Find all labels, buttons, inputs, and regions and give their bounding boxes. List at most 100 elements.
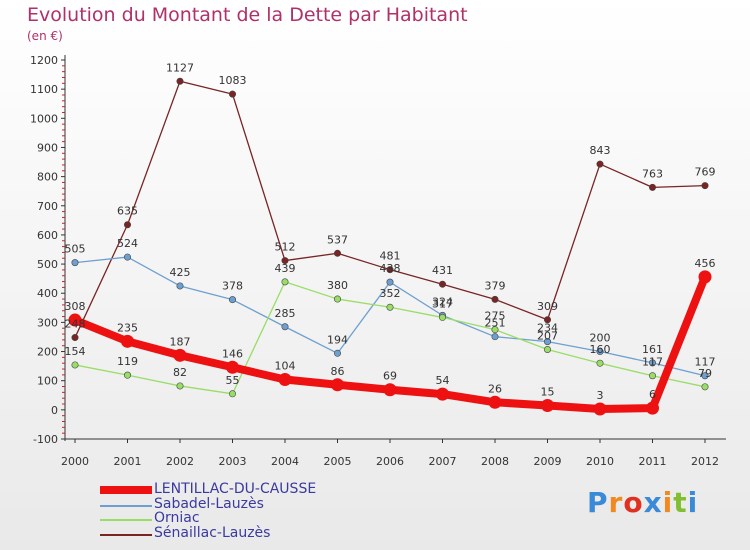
data-point [701, 182, 709, 190]
data-point [281, 323, 289, 331]
data-label: 309 [537, 300, 558, 313]
data-label: 69 [383, 370, 397, 383]
data-point [648, 183, 656, 191]
line-chart: -100 0 100 200 300 400 500 600 700 800 900 1000 1100… [30, 54, 726, 468]
data-point [593, 402, 607, 416]
data-point [386, 303, 394, 311]
data-point [176, 282, 184, 290]
data-point [438, 280, 446, 288]
data-label: 505 [65, 243, 86, 256]
data-label: 154 [65, 345, 86, 358]
data-point [229, 390, 237, 398]
data-point [543, 338, 551, 346]
data-point [281, 257, 289, 265]
data-label: 55 [226, 374, 240, 387]
legend-swatch [100, 486, 152, 494]
data-point [71, 334, 79, 342]
data-point [698, 270, 712, 284]
data-point [226, 360, 239, 374]
data-point [124, 253, 132, 261]
chart-title: Evolution du Montant de la Dette par Hab… [27, 4, 468, 26]
y-tick-label: 800 [37, 171, 58, 184]
data-point [648, 372, 656, 380]
data-label: 431 [432, 264, 453, 277]
data-label: 317 [432, 297, 453, 310]
data-label: 524 [117, 237, 138, 250]
data-label: 54 [436, 374, 450, 387]
data-label: 104 [275, 360, 296, 373]
y-tick-label: 1000 [30, 112, 58, 125]
data-label: 843 [590, 144, 611, 157]
legend-label: Sénaillac-Lauzès [154, 524, 271, 541]
data-point [333, 349, 341, 357]
data-point [491, 295, 499, 303]
data-label: 160 [590, 343, 611, 356]
data-label: 379 [485, 279, 506, 292]
data-point [541, 398, 554, 412]
data-label: 15 [541, 385, 555, 398]
data-label: 235 [117, 321, 138, 334]
data-point [646, 401, 659, 415]
data-label: 769 [695, 166, 716, 179]
x-tick-label: 2001 [114, 455, 142, 468]
data-label: 3 [597, 389, 604, 402]
x-tick-label: 2004 [271, 455, 299, 468]
data-point [176, 77, 184, 85]
data-label: 425 [170, 266, 191, 279]
x-tick-label: 2008 [481, 455, 509, 468]
legend-label: LENTILLAC-DU-CAUSSE [154, 481, 317, 497]
data-point [229, 296, 237, 304]
y-tick-label: 700 [37, 200, 58, 213]
x-tick-label: 2000 [61, 455, 89, 468]
data-label: 26 [488, 382, 502, 395]
legend-swatch [100, 519, 152, 521]
data-point [701, 383, 709, 391]
data-point [543, 316, 551, 324]
data-label: 1127 [166, 61, 194, 74]
data-label: 352 [380, 287, 401, 300]
data-point [173, 348, 187, 362]
x-tick-label: 2003 [219, 455, 247, 468]
data-point [68, 313, 82, 327]
data-point [124, 221, 132, 229]
data-point [488, 395, 502, 409]
data-label: 635 [117, 205, 138, 218]
data-label: 207 [537, 329, 558, 342]
legend-label: Orniac [154, 510, 200, 526]
data-label: 481 [380, 250, 401, 263]
data-label: 248 [65, 318, 86, 331]
x-tick-label: 2012 [691, 455, 719, 468]
data-label: 438 [380, 262, 401, 275]
logo-letter: P [587, 486, 609, 519]
y-tick-label: 900 [37, 141, 58, 154]
data-label: 6 [649, 388, 656, 401]
x-tick-label: 2005 [324, 455, 352, 468]
data-label: 308 [65, 300, 86, 313]
data-label: 187 [170, 335, 191, 348]
data-label: 194 [327, 333, 348, 346]
data-label: 161 [642, 343, 663, 356]
data-point [71, 259, 79, 267]
logo-letter: x [643, 486, 663, 519]
y-tick-label: 0 [51, 404, 58, 417]
data-label: 456 [695, 257, 716, 270]
data-point [701, 372, 709, 380]
x-tick-label: 2002 [166, 455, 194, 468]
data-point [491, 333, 499, 341]
data-point [596, 160, 604, 168]
data-label: 380 [327, 279, 348, 292]
data-point [333, 249, 341, 257]
logo-letter: i [687, 486, 699, 519]
x-tick-label: 2009 [534, 455, 562, 468]
proxiti-logo: Proxiti [587, 486, 698, 519]
y-tick-label: -100 [33, 433, 58, 446]
data-point [386, 266, 394, 274]
data-label: 324 [432, 295, 453, 308]
data-point [121, 334, 134, 348]
logo-letter: i [662, 486, 674, 519]
legend-swatch [100, 504, 152, 507]
data-point [543, 345, 551, 353]
y-tick-label: 200 [37, 346, 58, 359]
x-tick-label: 2011 [639, 455, 667, 468]
data-point [176, 382, 184, 390]
